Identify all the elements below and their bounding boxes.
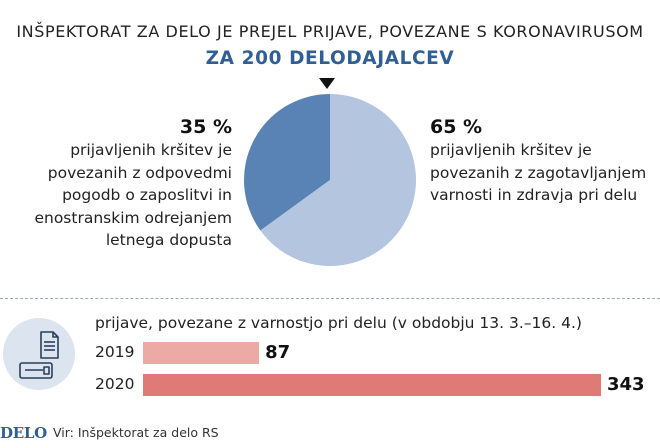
bar-category-2019: 2019	[95, 343, 135, 361]
bar-chart-title: prijave, povezane z varnostjo pri delu (…	[95, 314, 582, 332]
bar-category-2020: 2020	[95, 375, 135, 393]
chart-title: INŠPEKTORAT ZA DELO JE PREJEL PRIJAVE, P…	[16, 22, 644, 41]
document-and-id-card-icon	[3, 318, 75, 390]
bar-value-2020: 343	[607, 374, 645, 395]
pie-chart	[244, 94, 416, 266]
delo-logo: DELO	[0, 424, 47, 442]
pie-label-large-text: prijavljenih kršitev je povezanih z zago…	[430, 141, 647, 204]
bar-2020	[143, 374, 601, 396]
pointer-triangle	[319, 78, 335, 89]
source-note: Vir: Inšpektorat za delo RS	[53, 425, 219, 440]
pie-slice-35	[244, 94, 330, 231]
pie-label-small-text: prijavljenih kršitev je povezanih z odpo…	[34, 141, 232, 249]
pie-label-small-percent: 35 %	[179, 116, 232, 138]
pie-slice-65	[260, 94, 416, 266]
bar-2019	[143, 342, 260, 364]
bar-value-2019: 87	[265, 342, 291, 363]
pie-label-large-percent: 65 %	[430, 116, 483, 138]
section-divider	[0, 298, 660, 299]
chart-subtitle: ZA 200 DELODAJALCEV	[205, 48, 455, 69]
